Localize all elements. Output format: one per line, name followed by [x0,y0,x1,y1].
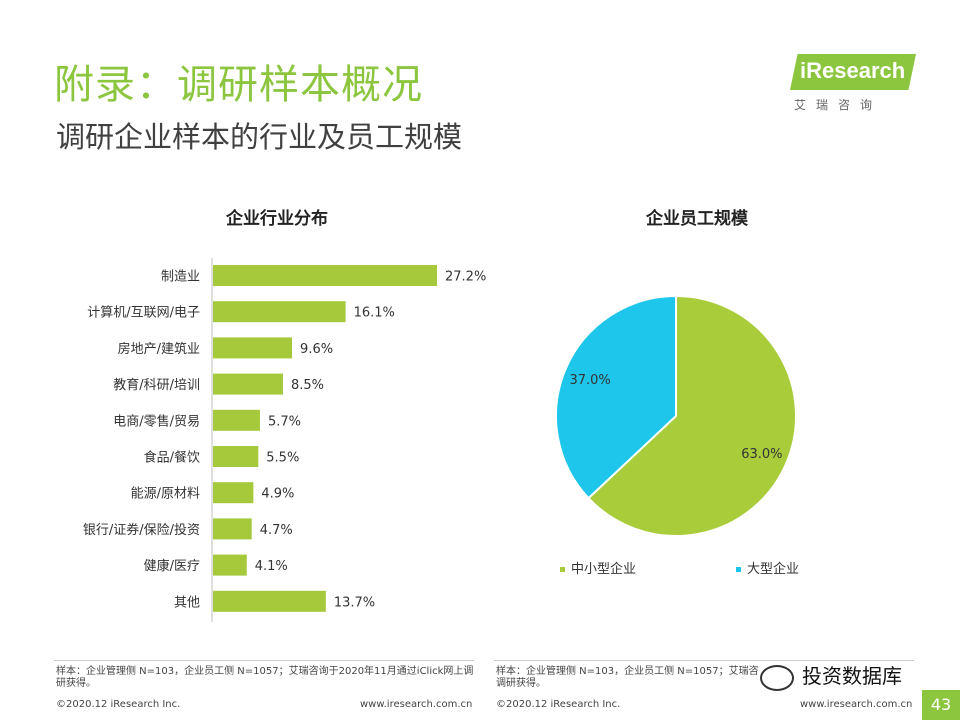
footer-copyright-left: ©2020.12 iResearch Inc. [56,699,181,710]
logo-badge [790,54,916,90]
bar-value-label: 4.1% [255,559,288,574]
footnote-right-line2: 调研获得。 [496,678,546,689]
watermark: 投资数据库 [760,660,902,691]
footnote-left: 样本：企业管理侧 N=103，企业员工侧 N=1057；艾瑞咨询于2020年11… [56,666,474,689]
legend-label-small: 中小型企业 [571,562,637,577]
bar-category-label: 制造业 [161,270,200,285]
bar-category-label: 房地产/建筑业 [118,341,200,357]
pie-chart-title: 企业员工规模 [646,209,748,229]
bar-category-label: 其他 [174,595,200,610]
pie-value-label: 63.0% [741,447,782,462]
page-subtitle: 调研企业样本的行业及员工规模 [56,120,463,154]
footer-url-left[interactable]: www.iresearch.com.cn [360,699,473,710]
bar-category-label: 计算机/互联网/电子 [87,306,200,321]
bar-category-label: 健康/医疗 [144,558,200,574]
footnote-right-line1: 样本：企业管理侧 N=103，企业员工侧 N=1057；艾瑞咨 [496,666,759,677]
bar-value-label: 4.7% [260,523,293,538]
bar-7 [213,518,252,540]
pie-slice-1 [555,294,677,500]
pie-value-label: 37.0% [569,373,610,388]
wechat-icon [760,664,794,691]
bar-category-label: 教育/科研/培训 [113,377,200,393]
bar-value-label: 13.7% [334,595,375,610]
bar-1 [213,301,346,323]
page-title: 附录：调研样本概况 [54,62,423,108]
legend-item-large: 大型企业 [736,558,799,577]
bar-chart-title: 企业行业分布 [226,209,328,229]
bar-value-label: 9.6% [300,342,333,357]
bar-2 [213,337,293,359]
bar-5 [213,446,259,467]
footnote-divider-left [54,660,474,661]
footer-url-right[interactable]: www.iresearch.com.cn [800,699,913,710]
bar-6 [213,482,254,504]
logo-cn: 艾瑞咨询 [794,98,883,112]
bar-category-label: 银行/证券/保险/投资 [83,522,200,538]
bar-value-label: 5.7% [268,414,301,429]
legend-label-large: 大型企业 [747,562,800,577]
bar-value-label: 16.1% [354,306,395,321]
logo-brand: iResearch [800,58,906,83]
bar-category-label: 食品/餐饮 [144,450,200,466]
bar-8 [213,554,247,576]
legend-swatch-large [736,567,741,572]
iresearch-logo: iResearch 艾瑞咨询 [790,46,920,126]
bar-3 [213,373,283,395]
legend-swatch-small [560,567,565,572]
bar-category-label: 能源/原材料 [131,487,200,502]
footnote-divider-right [494,660,914,661]
bar-category-label: 电商/零售/贸易 [113,413,200,429]
pie-slice-0 [587,294,797,537]
footnote-right: 样本：企业管理侧 N=103，企业员工侧 N=1057；艾瑞咨 调研获得。 [496,666,768,690]
bar-0 [213,265,437,286]
bar-value-label: 8.5% [291,378,324,393]
bar-4 [213,409,260,431]
bar-value-label: 4.9% [261,487,294,502]
page-number: 43 [922,690,960,720]
bar-9 [213,590,326,612]
bar-value-label: 5.5% [266,451,299,466]
legend-item-small: 中小型企业 [560,558,636,577]
footer-copyright-right: ©2020.12 iResearch Inc. [496,699,621,710]
watermark-text: 投资数据库 [802,664,902,688]
bar-value-label: 27.2% [445,270,486,285]
